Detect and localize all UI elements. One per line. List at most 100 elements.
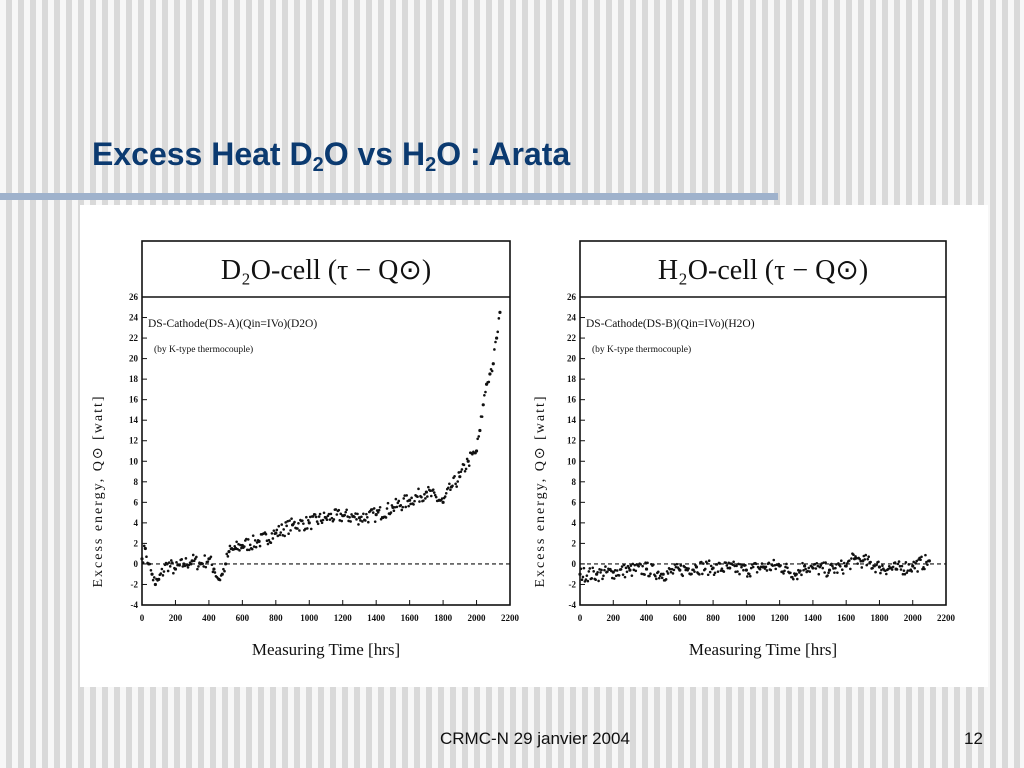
data-point <box>288 519 291 522</box>
data-point <box>620 565 624 568</box>
y-tick-label: 24 <box>129 313 139 323</box>
data-point <box>631 562 635 566</box>
data-point <box>404 505 408 509</box>
data-point <box>257 539 261 543</box>
data-series <box>140 310 502 587</box>
data-point <box>441 500 445 504</box>
data-point <box>772 558 776 562</box>
x-axis-label: Measuring Time [hrs] <box>689 640 837 659</box>
data-point <box>879 571 882 575</box>
data-point <box>867 555 870 559</box>
data-point <box>724 561 728 565</box>
data-point <box>816 564 820 568</box>
data-point <box>173 567 178 571</box>
data-point <box>613 568 617 572</box>
data-point <box>366 516 369 519</box>
data-point <box>748 574 752 578</box>
data-point <box>466 459 470 463</box>
data-point <box>424 497 427 500</box>
y-tick-label: 8 <box>572 477 577 487</box>
data-point <box>462 463 466 467</box>
data-point <box>610 576 614 580</box>
x-tick-label: 0 <box>578 613 583 623</box>
data-point <box>308 515 312 519</box>
data-point <box>328 518 332 521</box>
data-point <box>625 570 629 574</box>
data-point <box>694 565 699 569</box>
data-point <box>267 538 271 542</box>
data-point <box>822 561 825 564</box>
data-point <box>800 573 803 577</box>
y-tick-label: 22 <box>129 333 139 343</box>
data-point <box>716 570 720 573</box>
data-point <box>850 557 853 560</box>
data-point <box>346 515 349 518</box>
data-point <box>731 563 734 566</box>
data-point <box>240 546 243 550</box>
data-point <box>192 559 196 563</box>
data-point <box>463 469 467 473</box>
data-point <box>354 512 357 515</box>
data-point <box>916 570 919 573</box>
data-point <box>885 572 888 576</box>
data-point <box>175 561 178 564</box>
data-point <box>685 566 688 570</box>
data-point <box>153 582 157 587</box>
data-point <box>180 558 184 561</box>
data-point <box>272 529 276 532</box>
data-point <box>359 519 362 522</box>
data-point <box>282 528 285 531</box>
data-point <box>314 515 318 519</box>
data-point <box>615 569 619 572</box>
data-point <box>487 380 491 384</box>
data-point <box>656 570 660 574</box>
data-point <box>243 545 246 548</box>
x-tick-label: 1600 <box>837 613 856 623</box>
data-point <box>738 572 741 576</box>
data-point <box>252 545 256 548</box>
data-point <box>311 515 315 518</box>
y-tick-label: -4 <box>569 600 577 610</box>
data-point <box>722 570 726 573</box>
data-point <box>830 562 833 566</box>
chart-2: H₂O-cell (τ − Q⊙) DS-Cathode(DS-B)(Qin=IV… <box>533 240 956 659</box>
data-point <box>167 561 171 564</box>
data-point <box>397 499 401 503</box>
data-point <box>360 515 363 519</box>
data-point <box>734 570 737 574</box>
data-point <box>671 572 675 575</box>
data-point <box>427 485 430 489</box>
data-point <box>896 562 900 566</box>
data-point <box>212 567 216 571</box>
data-point <box>826 574 829 577</box>
data-point <box>306 527 309 530</box>
data-point <box>185 563 189 567</box>
figure-panel: D₂O-cell (τ − Q⊙) DS-Cathode(DS-A)(Qin=IV… <box>80 205 988 687</box>
data-point <box>190 559 194 563</box>
data-point <box>316 522 320 526</box>
data-point <box>619 568 623 571</box>
data-point <box>874 570 877 574</box>
data-point <box>924 553 927 557</box>
x-tick-label: 600 <box>236 613 250 623</box>
data-point <box>309 527 313 531</box>
data-point <box>353 515 356 519</box>
data-point <box>152 576 156 579</box>
data-point <box>279 531 283 534</box>
data-point <box>672 568 676 572</box>
x-tick-label: 2200 <box>501 613 520 623</box>
data-point <box>394 497 398 501</box>
data-point <box>286 519 289 523</box>
y-tick-label: 26 <box>567 292 577 302</box>
data-point <box>578 572 582 576</box>
data-point <box>184 557 188 560</box>
data-point <box>657 576 661 580</box>
data-point <box>597 579 600 583</box>
data-point <box>296 527 299 530</box>
data-point <box>235 540 238 544</box>
data-point <box>373 520 377 523</box>
data-point <box>258 544 262 548</box>
data-point <box>432 491 436 494</box>
data-point <box>644 561 647 564</box>
data-point <box>340 519 344 523</box>
